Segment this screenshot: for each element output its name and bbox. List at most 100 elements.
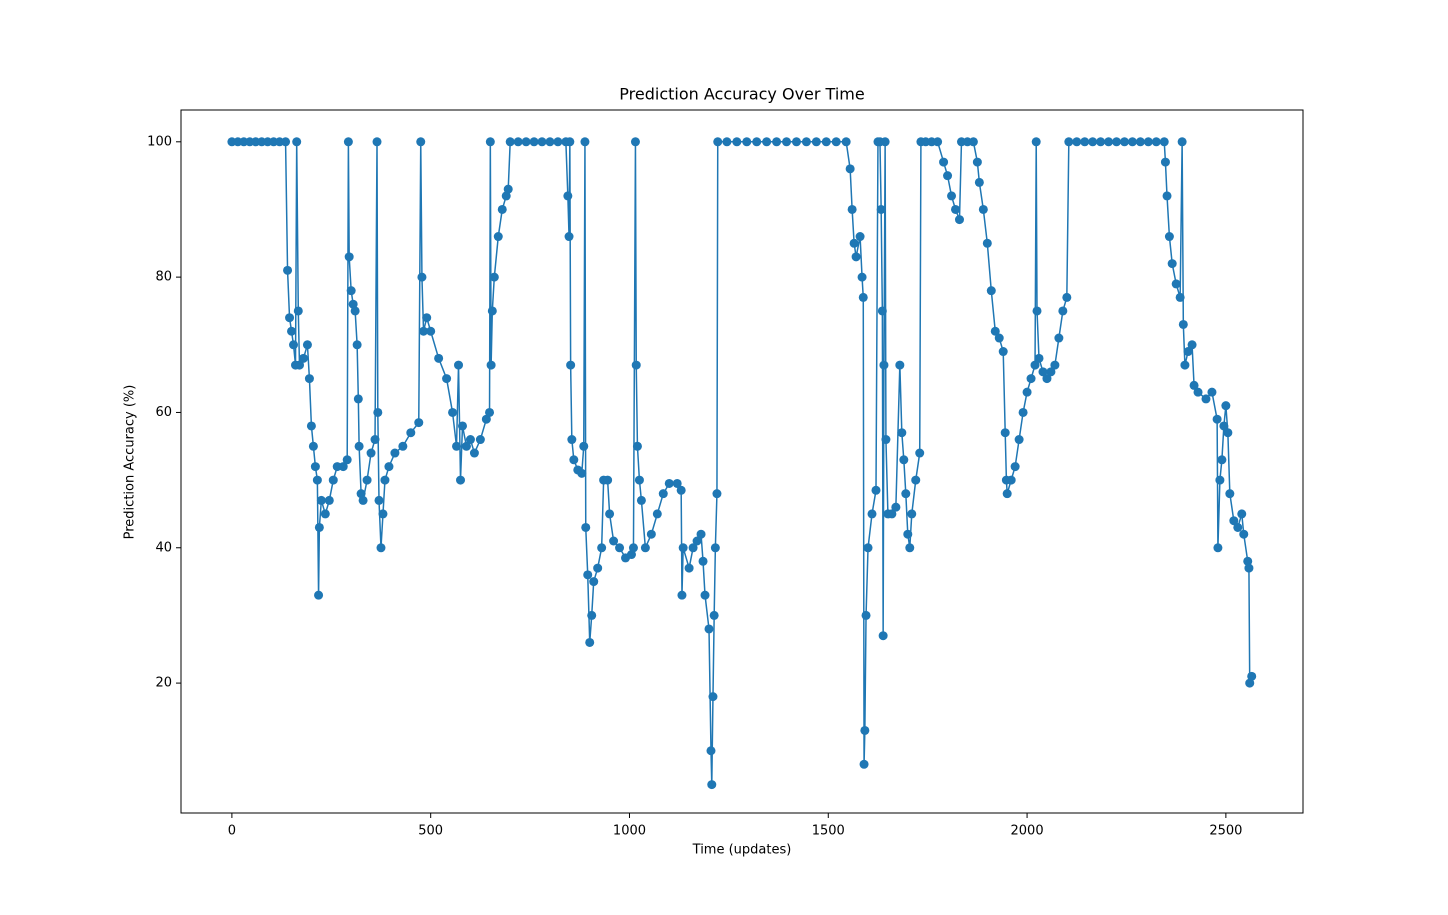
data-point (1247, 671, 1257, 681)
data-point (710, 543, 720, 553)
data-point (513, 137, 523, 147)
data-point (285, 313, 295, 323)
data-point (481, 414, 491, 424)
data-point (652, 509, 662, 519)
data-point (298, 353, 308, 363)
x-tick-label: 1000 (613, 824, 646, 839)
data-point (857, 272, 867, 282)
data-point (1026, 374, 1036, 384)
data-point (493, 232, 503, 242)
data-point (289, 340, 299, 350)
data-point (380, 475, 390, 485)
data-point (1062, 292, 1072, 302)
data-point (860, 725, 870, 735)
data-point (503, 184, 513, 194)
data-point (640, 543, 650, 553)
data-point (1160, 157, 1170, 167)
data-point (374, 495, 384, 505)
data-point (742, 137, 752, 147)
data-point (636, 495, 646, 505)
y-tick-label: 40 (155, 540, 172, 555)
data-point (344, 252, 354, 262)
data-point (1030, 360, 1040, 370)
data-point (887, 509, 897, 519)
data-point (821, 137, 831, 147)
data-point (328, 475, 338, 485)
data-point (1046, 367, 1056, 377)
data-point (1104, 137, 1114, 147)
data-point (630, 137, 640, 147)
data-point (292, 137, 302, 147)
data-point (947, 191, 957, 201)
data-point (583, 570, 593, 580)
data-point (320, 509, 330, 519)
data-point (712, 489, 722, 499)
data-point (310, 462, 320, 472)
data-point (597, 543, 607, 553)
y-tick-label: 60 (155, 405, 172, 420)
data-point (1022, 387, 1032, 397)
data-point (485, 137, 495, 147)
data-point (1038, 367, 1048, 377)
data-point (1171, 279, 1181, 289)
data-point (353, 394, 363, 404)
data-point (553, 137, 563, 147)
data-point (1034, 353, 1044, 363)
data-point (895, 360, 905, 370)
data-point (545, 137, 555, 147)
y-tick-label: 80 (155, 270, 172, 285)
data-point (646, 529, 656, 539)
data-point (314, 522, 324, 532)
data-point (1054, 333, 1064, 343)
x-tick-label: 2500 (1209, 824, 1242, 839)
data-point (911, 475, 921, 485)
data-point (417, 272, 427, 282)
data-point (698, 556, 708, 566)
data-point (366, 448, 376, 458)
data-point (632, 441, 642, 451)
data-point (293, 306, 303, 316)
data-point (456, 475, 466, 485)
data-point (487, 306, 497, 316)
data-point (1014, 435, 1024, 445)
data-point (879, 360, 889, 370)
data-point (628, 543, 638, 553)
data-point (851, 252, 861, 262)
data-point (974, 177, 984, 187)
data-point (1042, 374, 1052, 384)
data-point (442, 374, 452, 384)
data-point (855, 232, 865, 242)
data-point (859, 759, 869, 769)
data-point (849, 238, 859, 248)
data-point (609, 536, 619, 546)
data-point (312, 475, 322, 485)
data-point (521, 137, 531, 147)
data-point (684, 563, 694, 573)
data-point (1151, 137, 1161, 147)
data-line (231, 141, 1253, 785)
data-point (454, 360, 464, 370)
data-point (497, 204, 507, 214)
data-point (563, 191, 573, 201)
data-point (688, 543, 698, 553)
data-point (356, 489, 366, 499)
data-point (485, 407, 495, 417)
data-point (1193, 387, 1203, 397)
data-point (457, 421, 467, 431)
data-point (841, 137, 851, 147)
data-point (348, 299, 358, 309)
data-point (343, 137, 353, 147)
data-point (1135, 137, 1145, 147)
data-point (1167, 259, 1177, 269)
data-point (713, 137, 723, 147)
data-point (587, 610, 597, 620)
data-point (631, 360, 641, 370)
data-point (676, 485, 686, 495)
data-point (867, 509, 877, 519)
data-point (1159, 137, 1169, 147)
data-point (434, 353, 444, 363)
y-tick-label: 20 (155, 676, 172, 691)
data-point (370, 435, 380, 445)
data-point (1164, 232, 1174, 242)
data-point (847, 204, 857, 214)
